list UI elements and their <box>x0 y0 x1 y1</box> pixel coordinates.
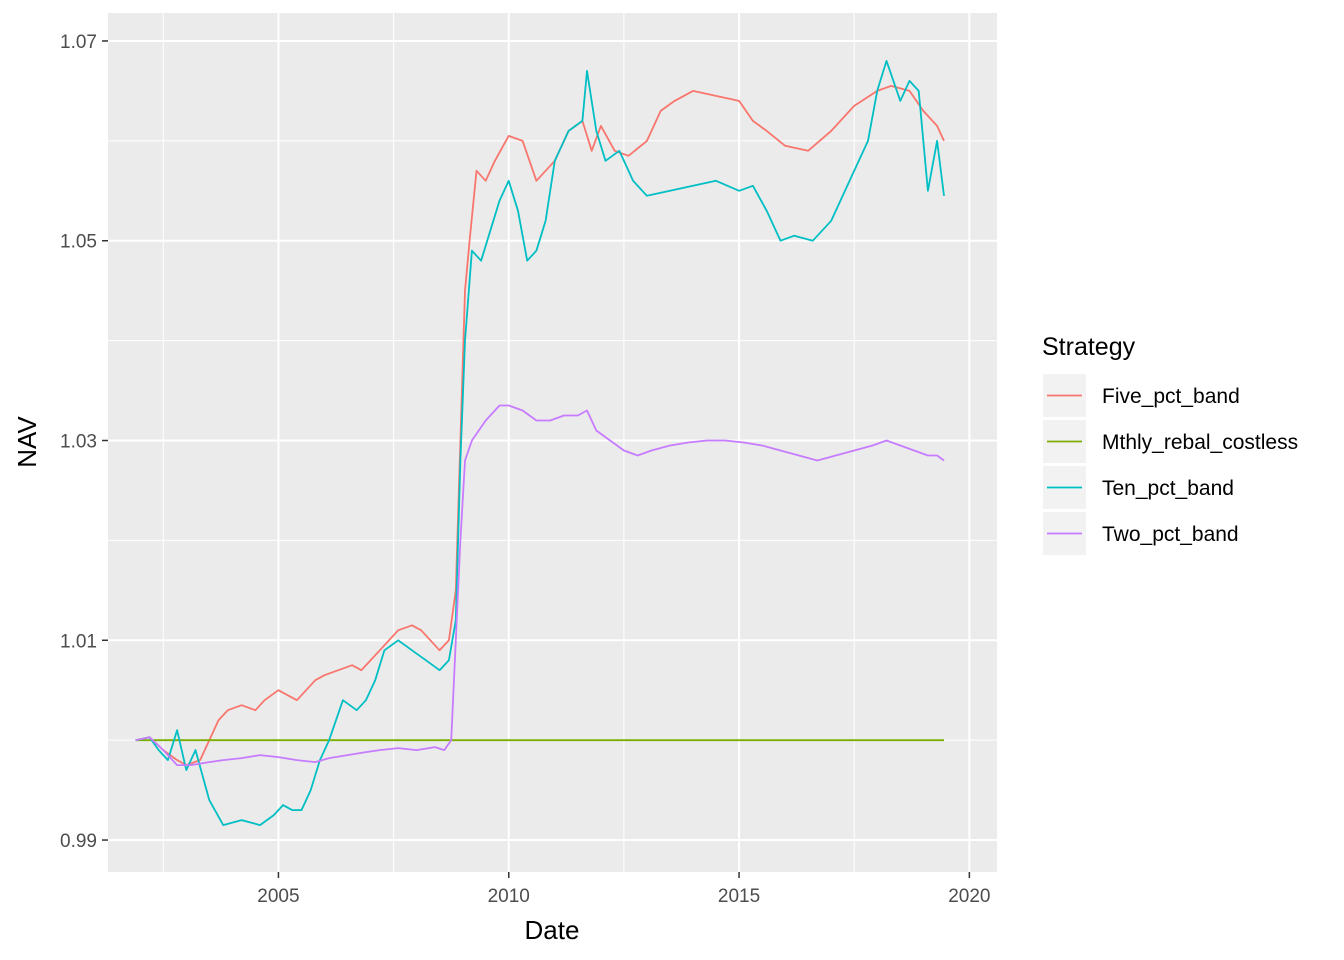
y-tick-label: 1.03 <box>60 432 97 453</box>
x-axis: 2005 2010 2015 2020 <box>257 872 991 907</box>
major-gridlines <box>108 13 997 872</box>
y-axis-title: NAV <box>12 416 42 468</box>
x-tick-label: 2020 <box>948 886 990 907</box>
series-line-two-pct-band <box>135 404 945 766</box>
x-tick-label: 2010 <box>488 886 530 907</box>
legend: Strategy Five_pct_band Mthly_rebal_costle… <box>1042 333 1298 555</box>
series-line-five-pct-band <box>135 85 945 766</box>
legend-label: Two_pct_band <box>1102 523 1239 546</box>
series-line-ten-pct-band <box>135 60 945 826</box>
legend-title: Strategy <box>1042 333 1136 361</box>
x-tick-label: 2015 <box>718 886 760 907</box>
y-tick-label: 1.05 <box>60 232 97 253</box>
y-tick-label: 1.01 <box>60 631 97 652</box>
x-tick-label: 2005 <box>257 886 299 907</box>
y-tick-label: 1.07 <box>60 32 97 53</box>
x-axis-title: Date <box>525 915 580 945</box>
legend-label: Mthly_rebal_costless <box>1102 431 1298 454</box>
y-tick-label: 0.99 <box>60 831 97 852</box>
legend-label: Five_pct_band <box>1102 385 1240 408</box>
legend-label: Ten_pct_band <box>1102 477 1234 500</box>
plot-panel <box>108 13 997 872</box>
y-axis: 0.99 1.01 1.03 1.05 1.07 <box>60 32 108 852</box>
series-layer <box>135 60 945 826</box>
